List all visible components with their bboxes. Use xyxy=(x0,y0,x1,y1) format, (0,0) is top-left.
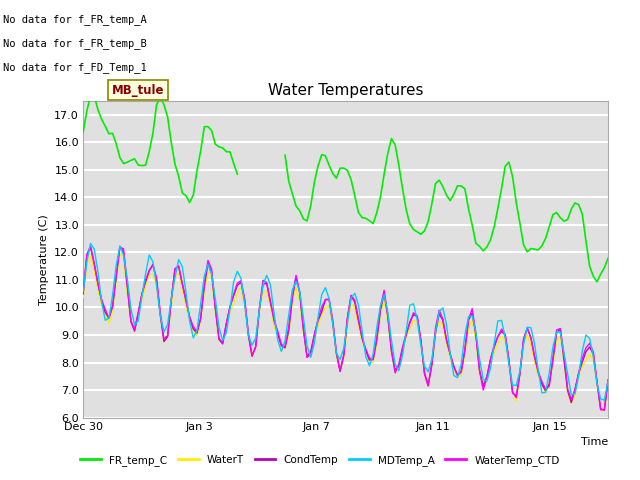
WaterTemp_CTD xyxy=(160,336,168,342)
WaterTemp_CTD xyxy=(604,377,612,383)
FR_temp_C xyxy=(79,129,87,135)
CondTemp xyxy=(79,291,87,297)
CondTemp xyxy=(120,250,127,255)
MDTemp_A xyxy=(505,361,513,367)
WaterT xyxy=(244,332,252,337)
Text: No data for f_FR_temp_A: No data for f_FR_temp_A xyxy=(3,14,147,25)
Text: No data for f_FD_Temp_1: No data for f_FD_Temp_1 xyxy=(3,62,147,73)
MDTemp_A xyxy=(600,397,608,403)
Line: MDTemp_A: MDTemp_A xyxy=(83,243,608,400)
Line: FR_temp_C: FR_temp_C xyxy=(83,96,608,282)
MDTemp_A xyxy=(513,383,520,388)
WaterTemp_CTD xyxy=(79,288,87,294)
CondTemp xyxy=(160,338,168,344)
WaterT xyxy=(116,252,124,257)
MDTemp_A xyxy=(458,361,465,367)
WaterTemp_CTD xyxy=(86,243,94,249)
WaterT xyxy=(604,384,612,390)
FR_temp_C xyxy=(458,183,465,189)
WaterTemp_CTD xyxy=(597,407,605,413)
X-axis label: Time: Time xyxy=(580,437,608,447)
WaterTemp_CTD xyxy=(513,395,520,400)
CondTemp xyxy=(505,358,513,364)
FR_temp_C xyxy=(156,95,164,100)
FR_temp_C xyxy=(116,155,124,160)
CondTemp xyxy=(513,393,520,399)
WaterTemp_CTD xyxy=(244,330,252,336)
MDTemp_A xyxy=(604,378,612,384)
CondTemp xyxy=(244,332,252,338)
WaterTemp_CTD xyxy=(505,357,513,362)
Line: WaterTemp_CTD: WaterTemp_CTD xyxy=(83,246,608,410)
Line: WaterT: WaterT xyxy=(83,254,608,410)
Line: CondTemp: CondTemp xyxy=(83,246,608,410)
MDTemp_A xyxy=(86,240,94,246)
FR_temp_C xyxy=(513,200,520,205)
WaterTemp_CTD xyxy=(458,369,465,375)
WaterT xyxy=(458,373,465,379)
Text: MB_tule: MB_tule xyxy=(112,84,164,96)
CondTemp xyxy=(116,243,124,249)
CondTemp xyxy=(458,369,465,375)
CondTemp xyxy=(600,407,608,413)
Text: No data for f_FR_temp_B: No data for f_FR_temp_B xyxy=(3,38,147,49)
WaterTemp_CTD xyxy=(120,246,127,252)
WaterT xyxy=(600,407,608,413)
FR_temp_C xyxy=(505,159,513,165)
Legend: FR_temp_C, WaterT, CondTemp, MDTemp_A, WaterTemp_CTD: FR_temp_C, WaterT, CondTemp, MDTemp_A, W… xyxy=(76,451,564,470)
MDTemp_A xyxy=(160,329,168,335)
MDTemp_A xyxy=(120,252,127,258)
FR_temp_C xyxy=(604,255,612,261)
MDTemp_A xyxy=(244,332,252,337)
MDTemp_A xyxy=(79,288,87,294)
WaterT xyxy=(79,295,87,300)
WaterT xyxy=(505,360,513,366)
WaterT xyxy=(160,339,168,345)
WaterT xyxy=(120,254,127,260)
Y-axis label: Temperature (C): Temperature (C) xyxy=(39,214,49,305)
WaterT xyxy=(513,398,520,404)
Title: Water Temperatures: Water Temperatures xyxy=(268,83,423,98)
CondTemp xyxy=(604,378,612,384)
